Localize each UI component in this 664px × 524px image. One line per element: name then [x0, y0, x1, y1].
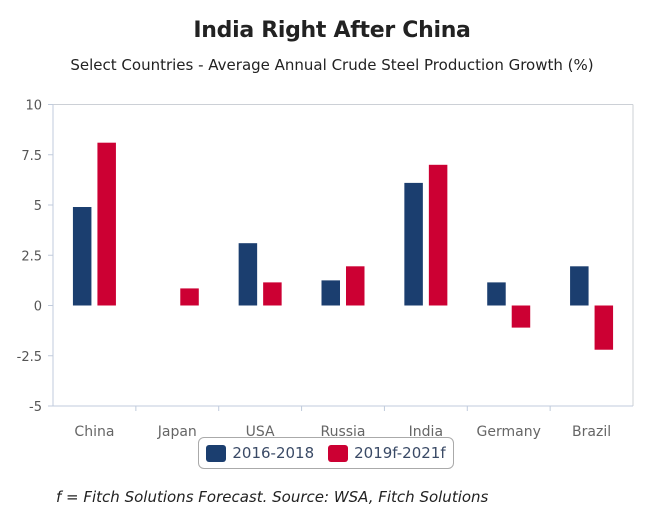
bar-germany-2019f-2021f: [511, 305, 531, 328]
y-tick-label: 2.5: [21, 249, 42, 264]
y-tick-label: -2.5: [17, 350, 42, 365]
bar-usa-2019f-2021f: [263, 282, 282, 306]
bar-japan-2019f-2021f: [180, 288, 199, 306]
bar-china-2019f-2021f: [97, 142, 116, 306]
y-tick-label: 10: [25, 99, 42, 114]
legend-swatch-2016-2018: [206, 444, 227, 462]
source-footnote: f = Fitch Solutions Forecast. Source: WS…: [56, 488, 489, 506]
legend-item-2019f-2021f[interactable]: 2019f-2021f: [328, 444, 446, 462]
x-tick-label: India: [409, 424, 443, 440]
x-tick-label: China: [74, 424, 114, 440]
bar-india-2016-2018: [404, 182, 423, 306]
x-tick-label: USA: [246, 424, 275, 440]
legend-label: 2016-2018: [232, 444, 315, 462]
bar-brazil-2016-2018: [570, 266, 589, 306]
y-tick-label: 7.5: [21, 149, 42, 164]
bar-brazil-2019f-2021f: [594, 305, 614, 350]
bar-russia-2019f-2021f: [346, 266, 365, 306]
legend: 2016-2018 2019f-2021f: [198, 437, 454, 469]
bar-germany-2016-2018: [487, 282, 506, 306]
x-tick-label: Germany: [477, 424, 541, 440]
chart-subtitle: Select Countries - Average Annual Crude …: [70, 56, 594, 74]
legend-label: 2019f-2021f: [354, 444, 446, 462]
x-tick-label: Japan: [157, 424, 197, 440]
legend-item-2016-2018[interactable]: 2016-2018: [206, 444, 314, 462]
bar-russia-2016-2018: [321, 280, 340, 306]
y-tick-label: 5: [34, 199, 42, 214]
bar-china-2016-2018: [72, 207, 92, 306]
bar-usa-2016-2018: [238, 243, 258, 306]
bar-india-2019f-2021f: [428, 164, 448, 306]
y-tick-label: -5: [29, 400, 42, 415]
y-tick-label: 0: [34, 300, 42, 315]
legend-swatch-2019f-2021f: [328, 444, 349, 462]
chart-title: India Right After China: [193, 18, 471, 43]
x-tick-label: Russia: [320, 424, 365, 440]
x-tick-label: Brazil: [572, 424, 611, 440]
